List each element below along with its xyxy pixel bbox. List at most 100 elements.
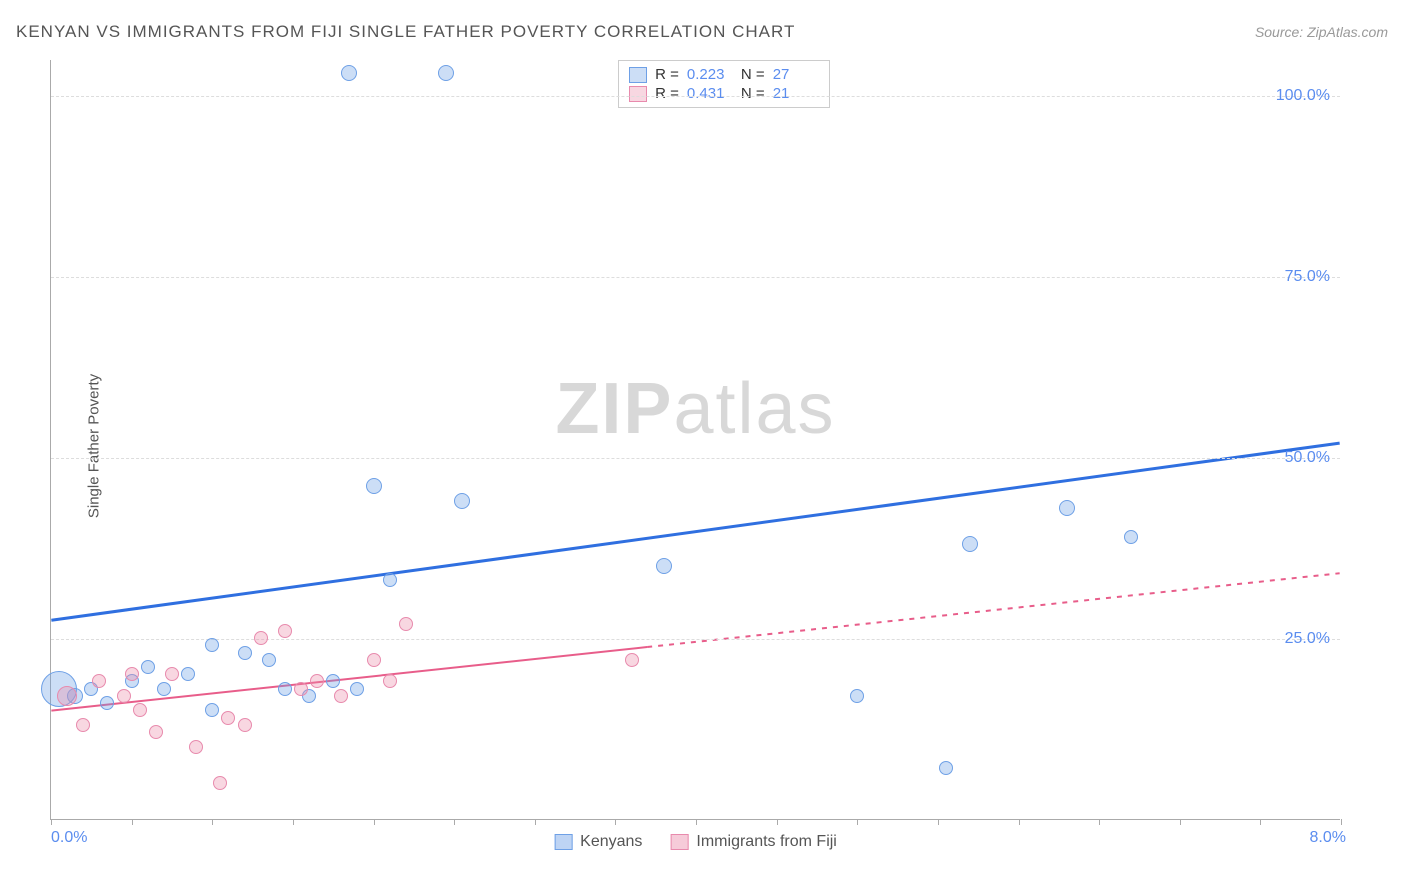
- x-tick: [1260, 819, 1261, 825]
- data-point-fiji: [625, 653, 639, 667]
- data-point-kenyans: [326, 674, 340, 688]
- data-point-fiji: [149, 725, 163, 739]
- data-point-kenyans: [341, 65, 357, 81]
- r-value-fiji: 0.431: [687, 85, 733, 102]
- data-point-kenyans: [205, 638, 219, 652]
- gridline: [51, 639, 1340, 640]
- series-legend: Kenyans Immigrants from Fiji: [554, 833, 837, 851]
- gridline: [51, 277, 1340, 278]
- legend-swatch-fiji: [629, 86, 647, 102]
- x-tick: [535, 819, 536, 825]
- data-point-fiji: [238, 718, 252, 732]
- data-point-fiji: [367, 653, 381, 667]
- n-label: N =: [741, 66, 765, 83]
- x-min-label: 0.0%: [51, 829, 87, 847]
- data-point-kenyans: [262, 653, 276, 667]
- data-point-kenyans: [656, 558, 672, 574]
- r-label: R =: [655, 66, 679, 83]
- x-tick: [212, 819, 213, 825]
- legend-swatch-kenyans: [629, 67, 647, 83]
- watermark-rest: atlas: [673, 369, 835, 449]
- trend-lines-svg: [51, 60, 1340, 819]
- x-tick: [938, 819, 939, 825]
- x-tick: [1180, 819, 1181, 825]
- trendline-extrap-fiji: [647, 573, 1339, 647]
- x-tick: [777, 819, 778, 825]
- data-point-fiji: [189, 740, 203, 754]
- data-point-fiji: [278, 624, 292, 638]
- stats-row-kenyans: R = 0.223 N = 27: [629, 65, 819, 84]
- trendline-fiji: [51, 647, 647, 711]
- data-point-kenyans: [100, 696, 114, 710]
- chart-title: KENYAN VS IMMIGRANTS FROM FIJI SINGLE FA…: [16, 22, 795, 42]
- data-point-kenyans: [383, 573, 397, 587]
- x-tick: [615, 819, 616, 825]
- n-value-kenyans: 27: [773, 66, 819, 83]
- x-tick: [374, 819, 375, 825]
- stats-legend: R = 0.223 N = 27 R = 0.431 N = 21: [618, 60, 830, 108]
- n-label: N =: [741, 85, 765, 102]
- x-tick: [696, 819, 697, 825]
- data-point-fiji: [334, 689, 348, 703]
- x-tick: [132, 819, 133, 825]
- data-point-fiji: [221, 711, 235, 725]
- legend-label: Immigrants from Fiji: [696, 833, 836, 851]
- data-point-fiji: [133, 703, 147, 717]
- x-tick: [1341, 819, 1342, 825]
- trendline-kenyans: [51, 443, 1339, 620]
- data-point-kenyans: [939, 761, 953, 775]
- legend-item: Immigrants from Fiji: [670, 833, 836, 851]
- data-point-kenyans: [366, 478, 382, 494]
- legend-label: Kenyans: [580, 833, 642, 851]
- data-point-kenyans: [438, 65, 454, 81]
- data-point-fiji: [399, 617, 413, 631]
- data-point-fiji: [254, 631, 268, 645]
- data-point-kenyans: [962, 536, 978, 552]
- source-credit: Source: ZipAtlas.com: [1255, 24, 1388, 40]
- x-tick: [293, 819, 294, 825]
- data-point-fiji: [310, 674, 324, 688]
- r-label: R =: [655, 85, 679, 102]
- x-tick: [51, 819, 52, 825]
- plot-area: ZIPatlas R =0.223N =27R =0.431N =21 Keny…: [50, 60, 1340, 820]
- data-point-fiji: [117, 689, 131, 703]
- y-tick-label: 50.0%: [1285, 449, 1330, 467]
- data-point-kenyans: [238, 646, 252, 660]
- x-tick: [454, 819, 455, 825]
- legend-swatch: [554, 834, 572, 850]
- data-point-fiji: [76, 718, 90, 732]
- gridline: [51, 96, 1340, 97]
- r-value-kenyans: 0.223: [687, 66, 733, 83]
- data-point-fiji: [213, 776, 227, 790]
- x-max-label: 8.0%: [1310, 829, 1346, 847]
- watermark-bold: ZIP: [555, 369, 673, 449]
- data-point-kenyans: [181, 667, 195, 681]
- stats-row-fiji: R = 0.431 N = 21: [629, 84, 819, 103]
- data-point-kenyans: [141, 660, 155, 674]
- data-point-fiji: [383, 674, 397, 688]
- n-value-fiji: 21: [773, 85, 819, 102]
- data-point-fiji: [92, 674, 106, 688]
- data-point-kenyans: [157, 682, 171, 696]
- data-point-kenyans: [454, 493, 470, 509]
- data-point-fiji: [125, 667, 139, 681]
- y-tick-label: 25.0%: [1285, 630, 1330, 648]
- y-tick-label: 100.0%: [1276, 87, 1330, 105]
- watermark: ZIPatlas: [555, 368, 835, 450]
- x-tick: [1019, 819, 1020, 825]
- data-point-kenyans: [350, 682, 364, 696]
- x-tick: [1099, 819, 1100, 825]
- gridline: [51, 458, 1340, 459]
- data-point-kenyans: [850, 689, 864, 703]
- legend-item: Kenyans: [554, 833, 642, 851]
- x-tick: [857, 819, 858, 825]
- data-point-fiji: [165, 667, 179, 681]
- data-point-fiji: [294, 682, 308, 696]
- data-point-kenyans: [1059, 500, 1075, 516]
- legend-swatch: [670, 834, 688, 850]
- data-point-fiji: [57, 686, 77, 706]
- data-point-kenyans: [278, 682, 292, 696]
- y-tick-label: 75.0%: [1285, 268, 1330, 286]
- data-point-kenyans: [205, 703, 219, 717]
- data-point-kenyans: [1124, 530, 1138, 544]
